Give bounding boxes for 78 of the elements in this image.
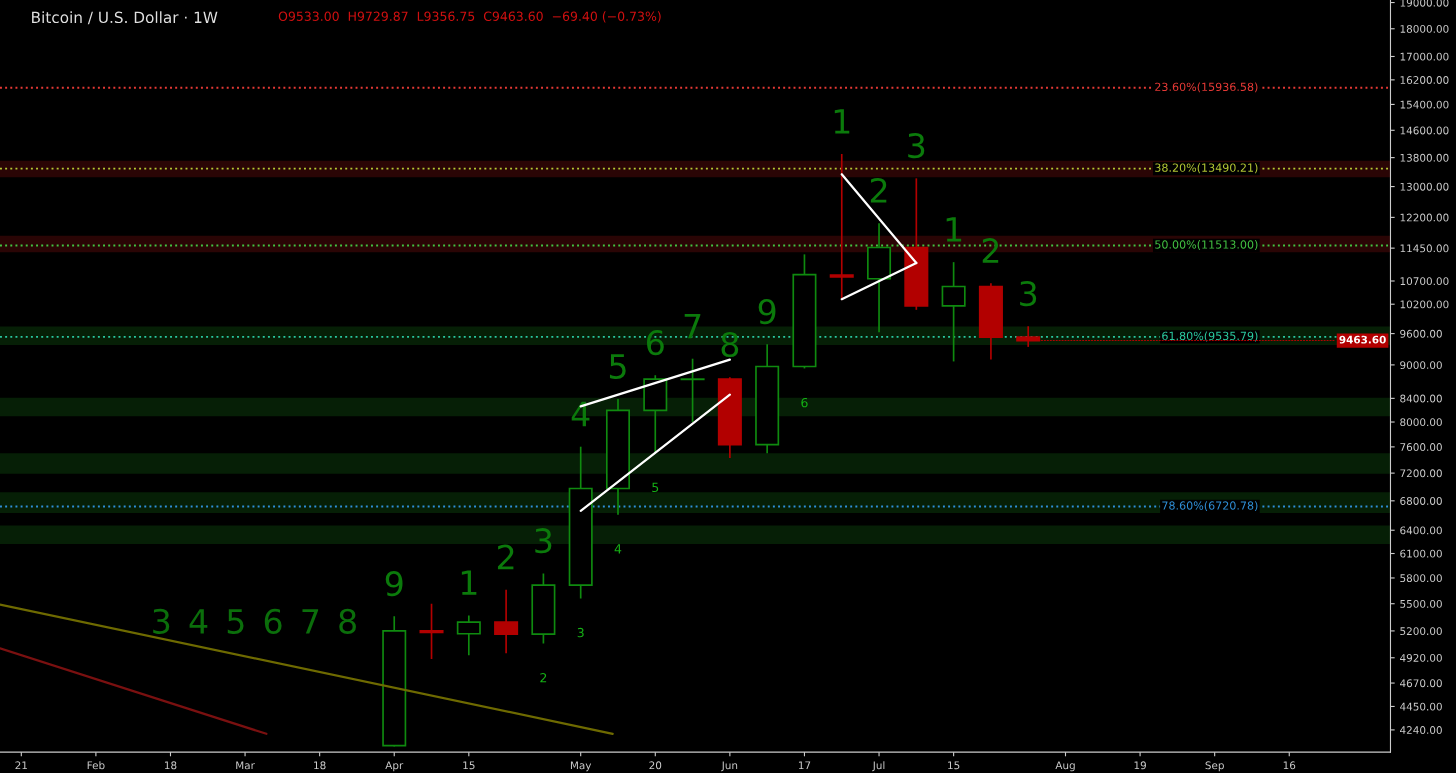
annotation: 3 xyxy=(153,608,170,634)
x-tick-label: 16 xyxy=(1283,761,1296,770)
x-tick-label: Jun xyxy=(721,761,738,772)
annotation: 3 xyxy=(535,528,552,554)
y-tick-label: 4670.00 xyxy=(1400,679,1442,688)
annotation: 8 xyxy=(721,331,739,358)
x-tick-label: Mar xyxy=(236,761,255,770)
y-tick-label: 6100.00 xyxy=(1400,549,1442,558)
y-tick-label: 5800.00 xyxy=(1400,574,1442,583)
y-tick-label: 7600.00 xyxy=(1400,443,1442,451)
ref-line-label: 38.20%(13490.21) xyxy=(1155,163,1258,174)
annotation: 5 xyxy=(227,609,244,634)
annotation: 2 xyxy=(982,238,999,263)
annotation: 4 xyxy=(614,544,622,554)
y-tick-label: 6800.00 xyxy=(1400,497,1442,505)
text: Bitcoin / U.S. Dollar · 1W xyxy=(32,11,218,25)
y-tick-label: 10200.00 xyxy=(1400,300,1449,309)
x-tick-label: 15 xyxy=(948,761,960,770)
y-tick-label: 9000.00 xyxy=(1400,361,1442,370)
x-tick-label: 21 xyxy=(15,761,27,770)
y-tick-label: 15400.00 xyxy=(1400,100,1449,109)
y-tick-label: 5200.00 xyxy=(1400,627,1442,636)
y-tick-label: 13000.00 xyxy=(1400,182,1449,191)
y-tick-label: 9600.00 xyxy=(1400,329,1442,338)
y-tick-label: 12200.00 xyxy=(1400,213,1449,222)
annotation: 2 xyxy=(540,673,547,683)
annotation: 3 xyxy=(908,133,925,159)
annotation: 9 xyxy=(758,299,776,325)
annotation: 2 xyxy=(497,544,514,570)
annotation: 1 xyxy=(461,570,477,595)
x-tick-label: Aug xyxy=(1055,761,1075,772)
x-tick-label: Apr xyxy=(385,761,404,772)
y-tick-label: 13800.00 xyxy=(1400,153,1449,162)
ref-line-label: 78.60%(6720.78) xyxy=(1162,501,1258,512)
ref-line-label: 23.60%(15936.58) xyxy=(1155,82,1258,93)
x-tick-label: Jul xyxy=(872,761,885,772)
annotation: 6 xyxy=(801,397,808,408)
annotation: 5 xyxy=(652,482,659,493)
y-tick-label: 16200.00 xyxy=(1400,76,1449,84)
x-tick-label: 17 xyxy=(798,761,811,770)
y-tick-label: 17000.00 xyxy=(1400,52,1449,61)
y-tick-label: 4450.00 xyxy=(1400,702,1442,711)
y-tick-label: 5500.00 xyxy=(1400,599,1442,608)
ref-line-label: 61.80%(9535.79) xyxy=(1162,331,1258,342)
annotation: 8 xyxy=(339,608,356,634)
x-tick-label: 15 xyxy=(463,761,475,770)
y-tick-label: 8000.00 xyxy=(1400,418,1442,427)
y-tick-label: 14600.00 xyxy=(1400,126,1449,135)
annotation: 9 xyxy=(385,571,403,597)
ref-line-label: 50.00%(11513.00) xyxy=(1155,240,1258,251)
annotation: 1 xyxy=(946,217,962,242)
y-tick-label: 10700.00 xyxy=(1400,277,1449,286)
y-tick-label: 4240.00 xyxy=(1400,726,1442,734)
y-tick-label: 7200.00 xyxy=(1400,469,1442,478)
x-tick-label: 20 xyxy=(649,761,662,770)
annotation: 2 xyxy=(870,177,887,203)
annotation: 9463.60 xyxy=(1339,335,1386,344)
x-tick-label: May xyxy=(570,761,592,772)
annotation: 6 xyxy=(647,329,664,356)
x-tick-label: 19 xyxy=(1134,761,1146,770)
y-tick-label: 4920.00 xyxy=(1400,653,1442,662)
y-tick-label: 18000.00 xyxy=(1400,24,1449,33)
x-tick-label: 18 xyxy=(165,761,177,770)
annotation: 1 xyxy=(834,109,850,134)
annotation: 7 xyxy=(684,313,701,339)
x-tick-label: Sep xyxy=(1205,761,1224,772)
annotation: 3 xyxy=(1020,280,1037,307)
x-tick-label: Feb xyxy=(87,761,105,770)
y-tick-label: 8400.00 xyxy=(1400,394,1442,403)
annotation: 7 xyxy=(302,609,319,634)
y-tick-label: 11450.00 xyxy=(1400,244,1449,253)
annotation: 6 xyxy=(264,608,282,634)
text: O9533.00 H9729.87 L9356.75 C9463.60 −69.40 (−0.73%) xyxy=(278,11,661,23)
annotation: 4 xyxy=(189,609,208,634)
y-tick-label: 6400.00 xyxy=(1400,526,1442,535)
x-tick-label: 18 xyxy=(314,761,326,770)
annotation: 5 xyxy=(609,354,626,379)
annotation: 3 xyxy=(577,627,584,638)
